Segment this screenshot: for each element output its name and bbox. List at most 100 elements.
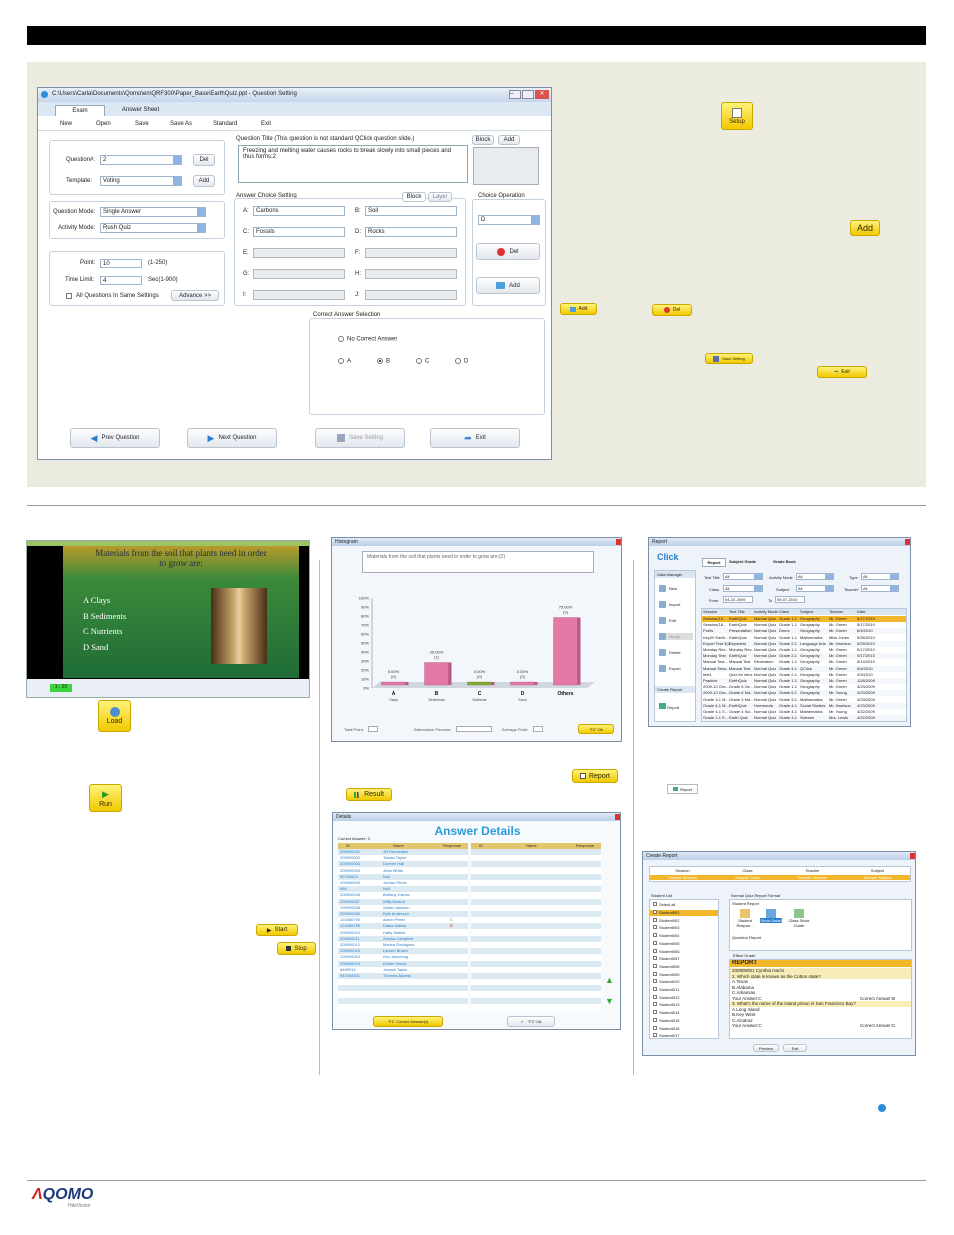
action-delete[interactable]: Delete [659,649,681,656]
choice-operation-select[interactable]: D [478,215,540,225]
minimize-button[interactable]: – [509,90,521,99]
class-select[interactable]: All [723,585,763,592]
table-row[interactable]: Grade 1-1 E... Earth Quiz Normal Quiz Grade… [702,715,906,721]
close-button[interactable] [905,539,910,545]
activity-mode-select[interactable]: Rush Quiz [100,223,206,233]
table-row[interactable]: Monday Test EarthQuiz Normal Quiz Grade 2-1… [702,653,906,660]
create-report-button[interactable]: Report [659,703,679,710]
close-button[interactable]: ✕ [535,90,549,99]
select-all-row[interactable]: Select all [650,902,718,908]
action-new[interactable]: New [659,585,677,592]
table-row[interactable]: Grade 4-1 M... EarthQuiz Homework Grade 4-1… [702,702,906,709]
load-button[interactable]: Load [98,700,131,732]
scroll-down-arrow-icon[interactable]: ▼ [605,996,614,1006]
tab-answer-sheet[interactable]: Answer Sheet [121,107,160,113]
table-row[interactable]: Session(10... EarthQuiz Normal Quiz Grade 1… [702,616,906,622]
choice-input-f[interactable] [365,248,457,258]
checkbox[interactable] [653,902,657,906]
time-limit-input[interactable]: 4 [100,276,142,285]
choice-input-h[interactable] [365,269,457,279]
correct-answers-button[interactable]: "F1" Correct Answer(s) [373,1016,443,1027]
maximize-button[interactable] [522,90,534,99]
menu-exit[interactable]: Exit [261,121,272,127]
checkbox[interactable] [653,994,657,999]
checkbox[interactable] [653,963,657,968]
checkbox[interactable] [653,1010,657,1015]
action-import[interactable]: Import [659,601,680,608]
student-row[interactable]: Student007 [650,956,718,962]
student-row[interactable]: Student004 [650,933,718,939]
choice-del-button[interactable]: Del [476,243,540,260]
report-tab-report[interactable]: Report [702,558,726,567]
correct-radio-d[interactable]: D [455,358,468,365]
create-report-exit-button[interactable]: Exit [783,1044,807,1052]
scroll-up-arrow-icon[interactable]: ▲ [605,975,614,985]
checkbox[interactable] [653,979,657,984]
checkbox[interactable] [653,1033,657,1038]
subject-select[interactable]: All [796,585,834,592]
table-row[interactable]: 2009-10 Gra... Grade 6 Ma... Normal Quiz Gr… [702,690,906,697]
no-correct-radio[interactable]: No Correct Answer [338,336,397,343]
run-button[interactable]: ▶ Run [89,784,122,812]
table-row[interactable]: Key20 Earth... EarthQuiz Normal Quiz Grade … [702,634,906,641]
add-question-button[interactable]: Add [193,175,215,187]
point-input[interactable]: 10 [100,259,142,268]
student-row[interactable]: Student017 [650,1033,718,1038]
correct-radio-a[interactable]: A [338,358,351,365]
checkbox[interactable] [653,948,657,953]
choice-input-e[interactable] [253,248,345,258]
checkbox[interactable] [653,971,657,976]
to-date[interactable]: 09-07-2010 [775,596,805,603]
student-row[interactable]: Student016 [650,1025,718,1032]
menu-standard[interactable]: Standard [213,121,238,127]
preview-button[interactable]: Preview [753,1044,779,1052]
start-button[interactable]: ▶ Start [256,924,298,936]
question-title-textarea[interactable]: Freezing and melting water causes rocks … [238,145,468,183]
title-add-button[interactable]: Add [498,135,520,145]
menu-new[interactable]: New [60,121,73,127]
student-row[interactable]: Student005 [650,940,718,947]
exit-small-button[interactable]: ➦ Exit [817,366,867,378]
report-icon-class-stock[interactable]: Class Stock Guide [788,909,810,928]
table-row[interactable]: Export Test 3(0... Exportest Normal Quiz Gr… [702,640,906,647]
choice-layer-button[interactable]: Layer [428,192,452,202]
report-tab-grade-book[interactable]: Grade Book [773,559,796,564]
table-row[interactable]: 2009-10 Gra... Grade 6 Ge... Normal Quiz Gr… [702,684,906,691]
student-row[interactable]: Student015 [650,1017,718,1024]
report-icon-show-detail[interactable]: Show Detail [760,909,782,923]
title-block-button[interactable]: Block [472,135,494,145]
checkbox[interactable] [653,987,657,991]
student-row[interactable]: Student009 [650,971,718,978]
checkbox[interactable] [653,933,657,938]
checkbox[interactable] [653,1017,657,1022]
checkbox[interactable] [653,925,657,930]
menu-open[interactable]: Open [96,121,111,127]
table-row[interactable]: Session(18... EarthQuiz Normal Quiz Grade 1… [702,622,906,629]
activity-mode-filter-select[interactable]: All [796,573,834,580]
type-select[interactable]: All [861,573,899,580]
report-icon-student-response[interactable]: Student Respon... [735,909,755,928]
student-row[interactable]: Student002 [650,917,718,924]
checkbox[interactable] [653,910,657,914]
close-button[interactable] [615,814,620,820]
question-mode-select[interactable]: Single Answer [100,207,206,217]
choice-input-g[interactable] [253,269,345,279]
question-number-select[interactable]: 2 [100,155,182,165]
advance-button[interactable]: Advance >> [171,290,219,301]
checkbox[interactable] [653,940,657,945]
student-row[interactable]: Student014 [650,1010,718,1016]
student-row[interactable]: Student003 [650,925,718,931]
choice-input-j[interactable] [365,290,457,300]
choice-input-d[interactable]: Rocks [365,227,457,237]
choice-block-button[interactable]: Block [402,192,426,202]
menu-save-as[interactable]: Save As [170,121,193,127]
student-row[interactable]: Student011 [650,987,718,993]
details-ok-button[interactable]: ✔ "F2" Ok [507,1016,555,1027]
save-setting-small-button[interactable]: Save Setting [705,353,753,364]
student-row[interactable]: Student006 [650,948,718,955]
result-button[interactable]: Result [346,788,392,801]
student-row[interactable]: Student013 [650,1002,718,1008]
histogram-ok-button[interactable]: "F2" Ok [578,724,614,734]
prev-question-button[interactable]: ◀ Prev Question [70,428,160,448]
table-row[interactable]: Monday Rev... Monday Rev... Normal Quiz Gra… [702,647,906,653]
